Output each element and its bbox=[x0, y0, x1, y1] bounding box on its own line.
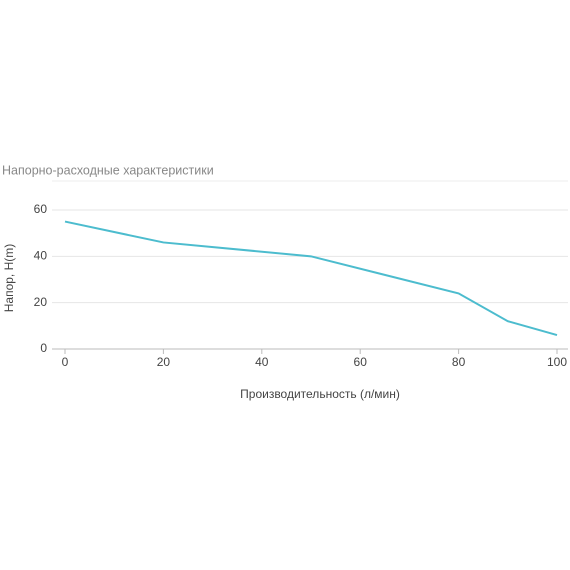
y-axis-label: Напор, H(m) bbox=[2, 244, 16, 313]
x-tick-label: 0 bbox=[62, 355, 69, 369]
x-tick-label: 60 bbox=[354, 355, 368, 369]
y-tick-label: 0 bbox=[40, 341, 47, 355]
chart-title: Напорно-расходные характеристики bbox=[2, 163, 214, 177]
x-tick-label: 20 bbox=[157, 355, 171, 369]
y-tick-label: 20 bbox=[34, 295, 48, 309]
x-tick-label: 80 bbox=[452, 355, 466, 369]
data-line bbox=[64, 220, 558, 337]
x-tick-label: 100 bbox=[547, 355, 567, 369]
y-tick-label: 60 bbox=[34, 202, 48, 216]
x-axis-label: Производительность (л/мин) bbox=[240, 387, 400, 401]
x-tick-label: 40 bbox=[255, 355, 269, 369]
y-tick-label: 40 bbox=[34, 249, 48, 263]
